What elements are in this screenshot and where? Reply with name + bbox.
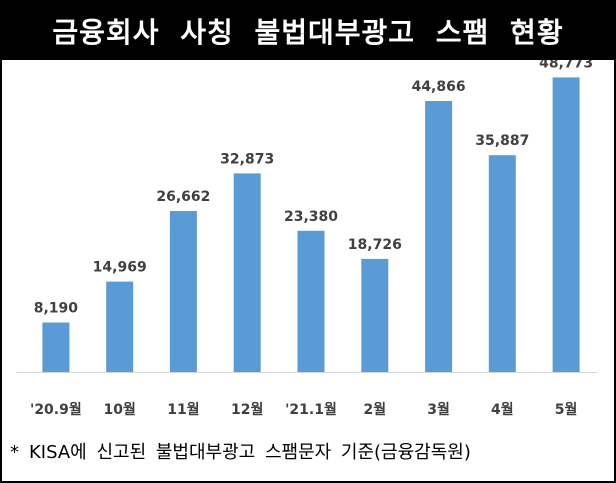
x-tick-label-2: 11월 bbox=[167, 401, 199, 418]
title-bar: 금융회사 사칭 불법대부광고 스팸 현황 bbox=[2, 2, 614, 60]
data-label-7: 35,887 bbox=[475, 133, 529, 149]
data-label-5: 18,726 bbox=[348, 237, 402, 253]
data-label-2: 26,662 bbox=[156, 189, 210, 205]
bar-0 bbox=[42, 322, 70, 372]
bar-4 bbox=[297, 230, 325, 372]
footnote-text: KISA에 신고된 불법대부광고 스팸문자 기준(금융감독원) bbox=[29, 442, 471, 463]
data-label-4: 23,380 bbox=[284, 209, 338, 225]
bar-6 bbox=[425, 101, 453, 372]
x-tick-label-8: 5월 bbox=[555, 401, 578, 418]
bar-1 bbox=[106, 281, 134, 372]
data-label-6: 44,866 bbox=[412, 79, 466, 95]
x-tick-label-7: 4월 bbox=[491, 401, 514, 418]
data-label-8: 48,773 bbox=[539, 60, 593, 71]
bar-7 bbox=[488, 155, 516, 372]
x-tick-label-5: 2월 bbox=[363, 401, 386, 418]
bar-5 bbox=[361, 258, 389, 372]
bar-3 bbox=[233, 173, 261, 372]
bar-2 bbox=[169, 211, 197, 372]
chart-title: 금융회사 사칭 불법대부광고 스팸 현황 bbox=[52, 16, 564, 49]
x-tick-label-1: 10월 bbox=[104, 401, 136, 418]
x-tick-label-3: 12월 bbox=[231, 401, 263, 418]
data-label-3: 32,873 bbox=[220, 151, 274, 167]
x-tick-label-6: 3월 bbox=[427, 401, 450, 418]
bar-chart: 8,190 14,969 26,662 32,873 23,380 18,726 44,86… bbox=[16, 60, 598, 418]
footnote-marker: * bbox=[10, 442, 19, 463]
data-label-0: 8,190 bbox=[34, 301, 79, 317]
bar-8 bbox=[552, 77, 580, 373]
x-tick-label-0: '20.9월 bbox=[30, 401, 82, 418]
data-label-1: 14,969 bbox=[93, 260, 147, 276]
x-tick-label-4: '21.1월 bbox=[285, 401, 337, 418]
footnote: * KISA에 신고된 불법대부광고 스팸문자 기준(금융감독원) bbox=[10, 438, 471, 464]
